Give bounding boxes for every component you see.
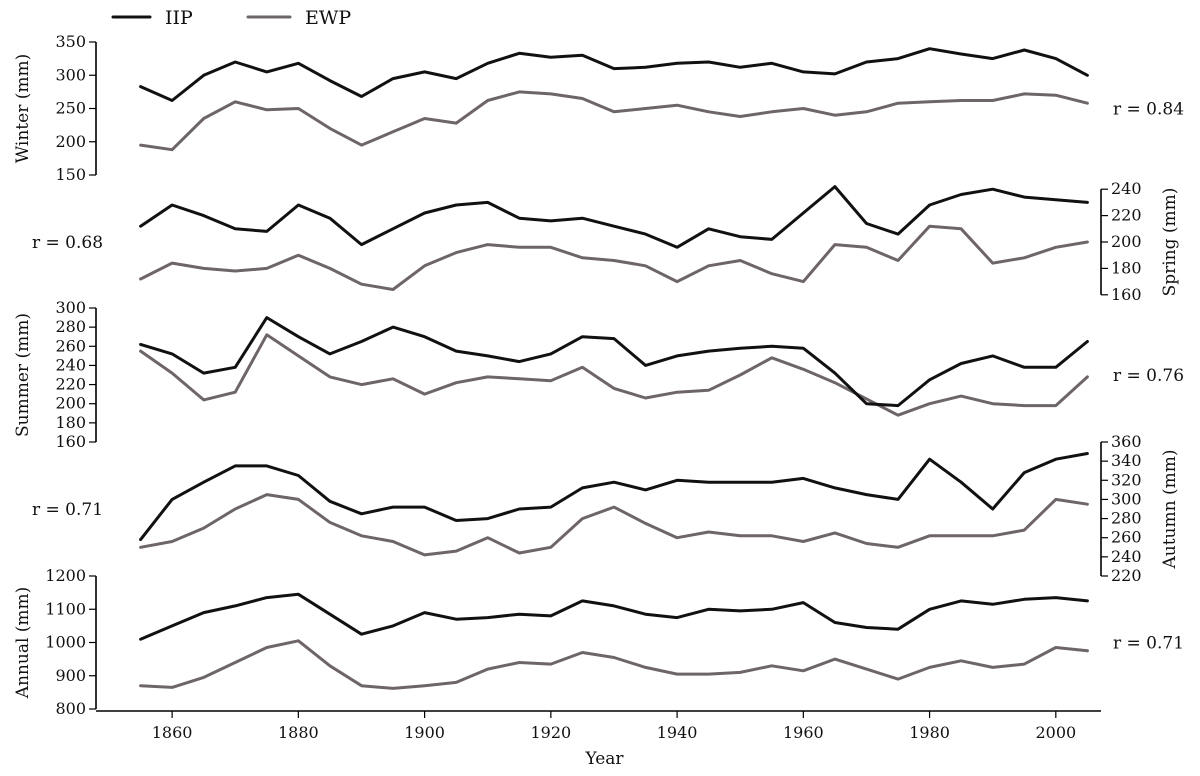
autumn-series-ewp bbox=[139, 493, 1089, 557]
winter-y-tick-label: 200 bbox=[55, 132, 86, 151]
x-tick-label: 1960 bbox=[783, 723, 824, 742]
annual-series-ewp bbox=[139, 639, 1089, 690]
autumn-y-tick-label: 340 bbox=[1111, 451, 1142, 470]
annual-y-tick-label: 1100 bbox=[45, 599, 86, 618]
winter-series-ewp bbox=[139, 90, 1089, 152]
x-axis: 1860 1880 1900 1920 1940 1960 1980 2000 Year bbox=[96, 710, 1101, 769]
autumn-y-tick-label: 320 bbox=[1111, 470, 1142, 489]
summer-series-ewp bbox=[139, 333, 1089, 417]
winter-series-iip bbox=[139, 47, 1089, 102]
x-tick-label: 1900 bbox=[404, 723, 445, 742]
summer-series-iip bbox=[139, 316, 1089, 408]
x-tick-label: 1940 bbox=[657, 723, 698, 742]
panel-spring: 160 180 200 220 240 Spring (mm) r = 0.68 bbox=[32, 179, 1180, 304]
winter-y-tick-label: 250 bbox=[55, 99, 86, 118]
annual-y-axis-label: Annual (mm) bbox=[13, 587, 33, 700]
panel-winter: 150 200 250 300 350 Winter (mm) r = 0.84 bbox=[13, 32, 1184, 184]
annual-y-tick-label: 1000 bbox=[45, 633, 86, 652]
autumn-y-tick-label: 360 bbox=[1111, 432, 1142, 451]
spring-series-iip bbox=[139, 185, 1089, 249]
summer-y-tick-label: 280 bbox=[55, 317, 86, 336]
summer-y-tick-label: 200 bbox=[55, 394, 86, 413]
autumn-r-label: r = 0.71 bbox=[32, 500, 103, 520]
summer-r-label: r = 0.76 bbox=[1113, 366, 1184, 386]
annual-y-tick-label: 1200 bbox=[45, 566, 86, 585]
autumn-series-iip bbox=[139, 452, 1089, 542]
spring-y-tick-label: 180 bbox=[1111, 258, 1142, 277]
annual-series-iip bbox=[139, 592, 1089, 641]
winter-y-axis-label: Winter (mm) bbox=[13, 54, 33, 164]
x-axis-label: Year bbox=[584, 749, 624, 769]
autumn-y-tick-label: 260 bbox=[1111, 528, 1142, 547]
legend-label-ewp: EWP bbox=[305, 7, 351, 29]
summer-y-axis-label: Summer (mm) bbox=[13, 313, 33, 437]
spring-r-label: r = 0.68 bbox=[32, 233, 103, 253]
spring-y-tick-label: 160 bbox=[1111, 285, 1142, 304]
spring-y-axis-label: Spring (mm) bbox=[1160, 188, 1180, 297]
winter-y-tick-label: 150 bbox=[55, 165, 86, 184]
spring-y-tick-label: 200 bbox=[1111, 232, 1142, 251]
winter-y-tick-label: 350 bbox=[55, 32, 86, 51]
autumn-y-tick-label: 220 bbox=[1111, 566, 1142, 585]
annual-r-label: r = 0.71 bbox=[1113, 634, 1184, 654]
spring-y-tick-label: 240 bbox=[1111, 179, 1142, 198]
spring-y-tick-label: 220 bbox=[1111, 206, 1142, 225]
panel-annual: 800 900 1000 1100 1200 Annual (mm) r = 0.71 bbox=[13, 566, 1184, 718]
autumn-y-axis-label: Autumn (mm) bbox=[1160, 450, 1180, 570]
legend: IIP EWP bbox=[111, 7, 351, 29]
summer-y-tick-label: 240 bbox=[55, 355, 86, 374]
autumn-y-tick-label: 300 bbox=[1111, 489, 1142, 508]
annual-y-tick-label: 800 bbox=[55, 699, 86, 718]
spring-series-ewp bbox=[139, 224, 1089, 291]
x-tick-label: 2000 bbox=[1035, 723, 1076, 742]
summer-y-tick-label: 260 bbox=[55, 336, 86, 355]
summer-y-tick-label: 160 bbox=[55, 432, 86, 451]
summer-y-tick-label: 300 bbox=[55, 298, 86, 317]
summer-y-tick-label: 220 bbox=[55, 375, 86, 394]
x-tick-label: 1920 bbox=[530, 723, 571, 742]
x-tick-label: 1880 bbox=[278, 723, 319, 742]
legend-label-iip: IIP bbox=[165, 7, 193, 29]
autumn-y-tick-label: 240 bbox=[1111, 547, 1142, 566]
winter-y-tick-label: 300 bbox=[55, 65, 86, 84]
x-tick-label: 1860 bbox=[152, 723, 193, 742]
autumn-y-tick-label: 280 bbox=[1111, 509, 1142, 528]
summer-y-tick-label: 180 bbox=[55, 413, 86, 432]
winter-r-label: r = 0.84 bbox=[1113, 100, 1184, 120]
annual-y-tick-label: 900 bbox=[55, 666, 86, 685]
x-tick-label: 1980 bbox=[909, 723, 950, 742]
